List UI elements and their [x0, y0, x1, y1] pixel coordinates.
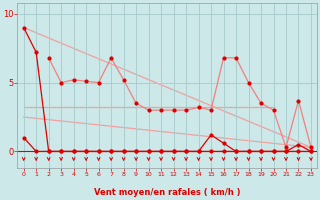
X-axis label: Vent moyen/en rafales ( km/h ): Vent moyen/en rafales ( km/h ) — [94, 188, 241, 197]
